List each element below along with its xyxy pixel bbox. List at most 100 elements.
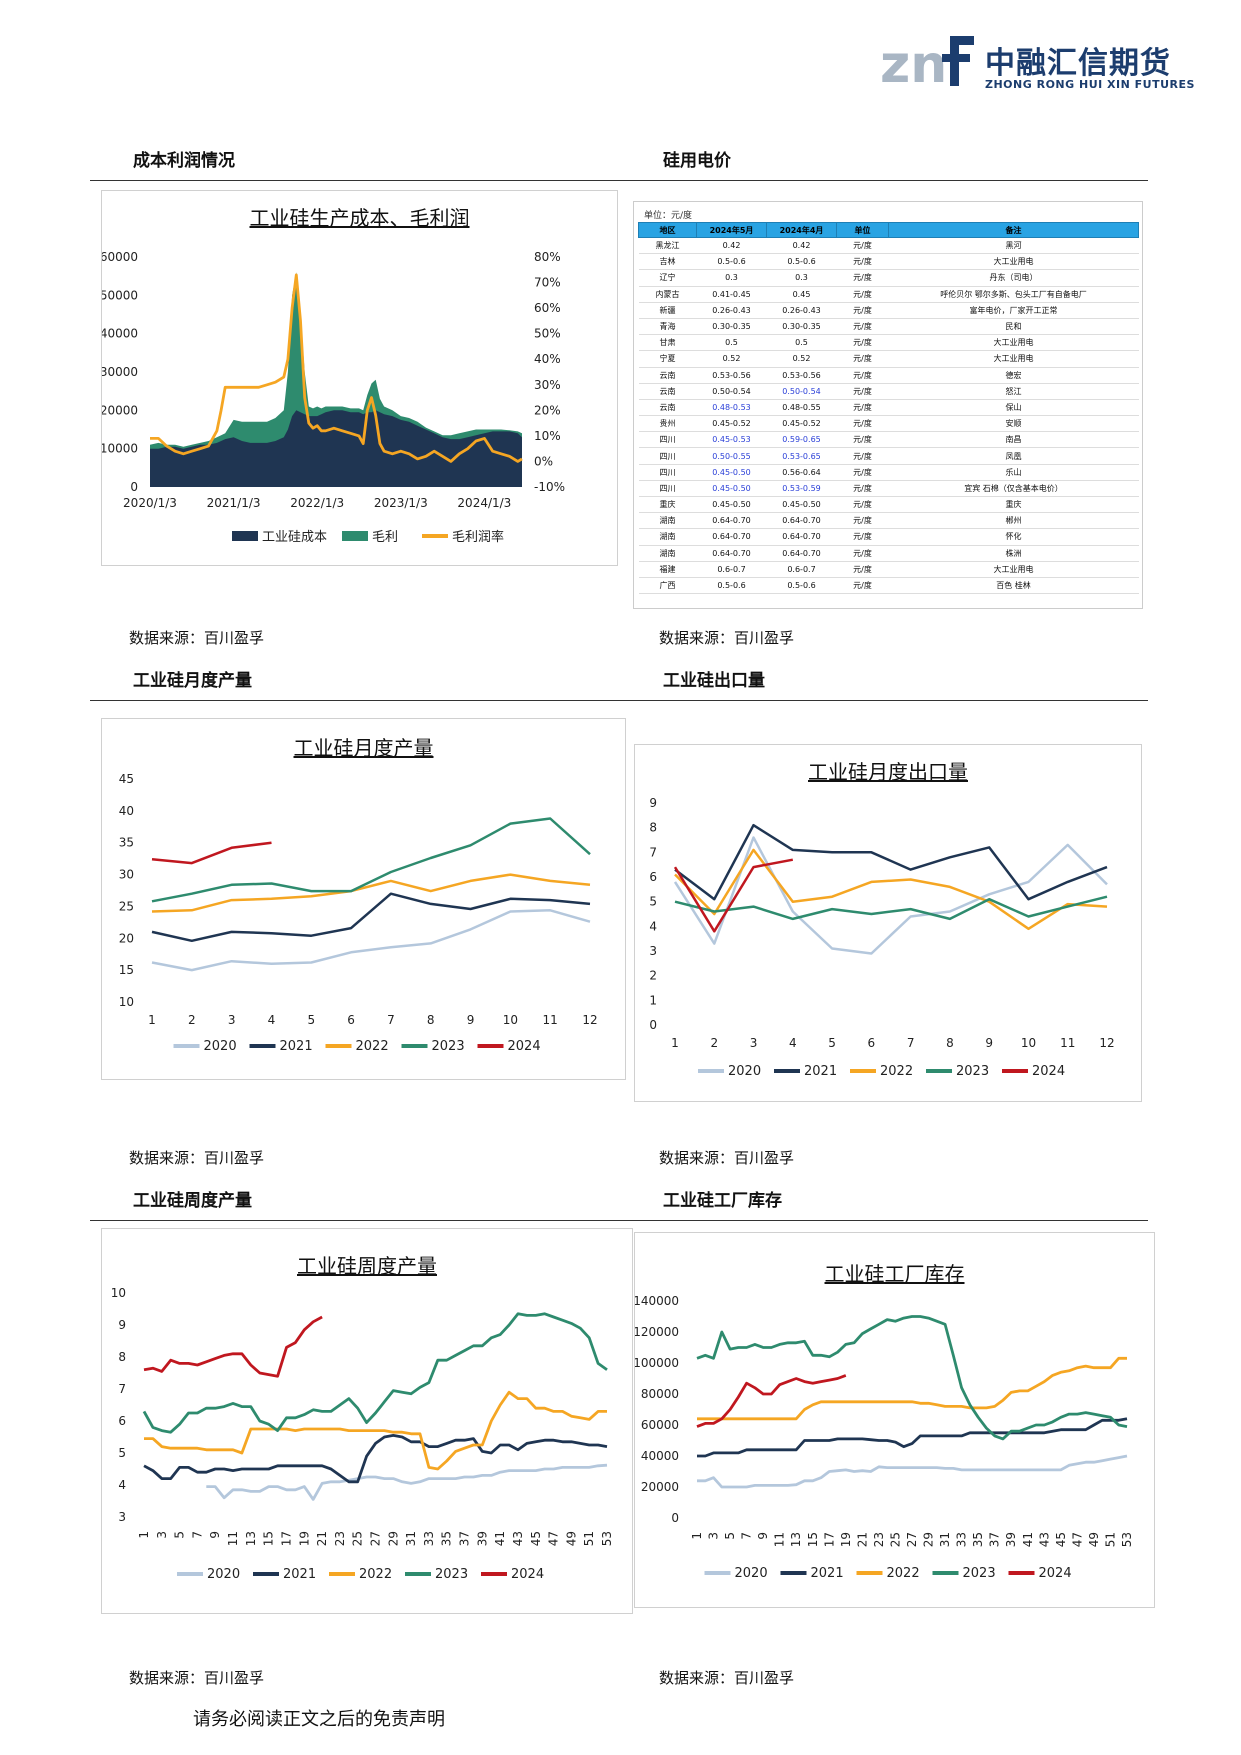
y-tick-label: 10000: [101, 442, 138, 456]
y-tick-label: 10: [111, 1286, 126, 1300]
y-tick-label: 9: [118, 1318, 126, 1332]
cost-area: [150, 410, 522, 487]
section-divider: [90, 1220, 1148, 1221]
series-line-2022: [144, 1390, 607, 1471]
table-cell: 元/度: [836, 545, 889, 562]
y-tick-label: 40: [119, 804, 134, 818]
y-tick-label: 5: [649, 895, 657, 909]
table-cell: 元/度: [836, 383, 889, 400]
section-title-export: 工业硅出口量: [663, 671, 765, 691]
table-cell: 株洲: [888, 545, 1139, 562]
table-cell: 百色 桂林: [888, 577, 1139, 595]
x-tick-label: 2023/1/3: [374, 496, 428, 510]
table-cell: 新疆: [638, 302, 697, 319]
section-divider: [90, 700, 1148, 701]
y-tick-label: 5: [118, 1446, 126, 1460]
series-line-2021: [151, 892, 591, 943]
table-cell: 0.45-0.50: [696, 464, 767, 481]
series-line-2020: [673, 836, 1108, 955]
y-tick-label: 40000: [101, 327, 138, 341]
table-cell: 0.48-0.53: [696, 399, 767, 417]
y-tick-label: 50000: [101, 288, 138, 302]
legend-label: 毛利: [372, 530, 398, 545]
x-tick-label: 31: [938, 1532, 952, 1547]
x-tick-label: 35: [440, 1531, 454, 1546]
series-line-2020: [151, 909, 591, 972]
x-tick-label: 9: [985, 1036, 993, 1050]
table-cell: 四川: [638, 447, 697, 465]
series-line-2023: [151, 817, 591, 903]
table-cell: 元/度: [836, 480, 889, 498]
disclaimer-footer: 请务必阅读正文之后的免责声明: [193, 1709, 445, 1730]
section-title-weekly-output: 工业硅周度产量: [133, 1191, 252, 1211]
legend-label: 2020: [204, 1039, 237, 1054]
table-cell: 大工业用电: [888, 253, 1139, 271]
section-title-inventory: 工业硅工厂库存: [663, 1191, 782, 1211]
table-header-cell: 备注: [888, 222, 1139, 238]
legend-label: 2022: [359, 1567, 392, 1582]
legend-label: 2024: [1039, 1566, 1072, 1581]
x-tick-label: 12: [1099, 1036, 1114, 1050]
x-tick-label: 13: [244, 1531, 258, 1546]
table-cell: 0.30-0.35: [766, 318, 837, 336]
series-line-2021: [143, 1434, 608, 1484]
legend-label: 2022: [880, 1064, 913, 1079]
table-cell: 0.64-0.70: [766, 545, 837, 562]
table-cell: 0.59-0.65: [766, 431, 837, 449]
table-cell: 元/度: [836, 447, 889, 465]
y-tick-label: 40000: [641, 1449, 679, 1463]
x-tick-label: 21: [315, 1531, 329, 1546]
x-tick-label: 9: [467, 1013, 475, 1027]
table-cell: 郴州: [888, 512, 1139, 530]
margin-line: [150, 273, 523, 463]
table-cell: 元/度: [836, 334, 889, 352]
x-tick-label: 5: [828, 1036, 836, 1050]
table-cell: 南昌: [888, 431, 1139, 449]
legend-label: 2023: [432, 1039, 465, 1054]
y-tick-label: 20: [119, 931, 134, 945]
y-tick-label: 7: [649, 845, 657, 859]
legend-label: 2021: [283, 1567, 316, 1582]
x-tick-label: 6: [347, 1013, 355, 1027]
y-tick-label: 7: [118, 1382, 126, 1396]
table-row: 湖南 0.64-0.70 0.64-0.70 元/度 株洲: [638, 545, 1139, 562]
y-tick-label: 3: [118, 1510, 126, 1524]
table-row: 湖南 0.64-0.70 0.64-0.70 元/度 郴州: [638, 512, 1139, 530]
table-row: 云南 0.50-0.54 0.50-0.54 元/度 怒江: [638, 383, 1139, 400]
x-tick-label: 2024/1/3: [457, 496, 511, 510]
table-cell: 0.64-0.70: [696, 512, 767, 530]
table-cell: 0.53-0.65: [766, 447, 837, 465]
x-tick-label: 2021/1/3: [207, 496, 261, 510]
legend-label: 2021: [280, 1039, 313, 1054]
y-tick-label: 9: [649, 796, 657, 810]
y-tick-label: 4: [649, 919, 657, 933]
x-tick-label: 39: [1004, 1532, 1018, 1547]
table-row: 四川 0.45-0.50 0.56-0.64 元/度 乐山: [638, 464, 1139, 481]
chart-title: 工业硅月度出口量: [808, 760, 968, 784]
x-tick-label: 43: [1037, 1532, 1051, 1547]
power-price-table: 单位：元/度 地区 2024年5月 2024年4月 单位 备注 黑龙江 0.42 0.42 元…: [633, 201, 1143, 609]
x-tick-label: 17: [279, 1531, 293, 1546]
legend-label: 2024: [508, 1039, 541, 1054]
table-cell: 0.42: [766, 237, 837, 255]
x-tick-label: 7: [387, 1013, 395, 1027]
table-cell: 0.6-0.7: [696, 561, 767, 578]
table-cell: 安顺: [888, 415, 1139, 433]
y-tick-label: 35: [119, 836, 134, 850]
y2-tick-label: 70%: [534, 276, 561, 290]
x-tick-label: 45: [1054, 1532, 1068, 1547]
y2-tick-label: 80%: [534, 250, 561, 264]
table-cell: 0.45-0.50: [696, 480, 767, 498]
y-tick-label: 0: [130, 480, 138, 494]
table-cell: 0.45-0.52: [766, 415, 837, 433]
table-cell: 呼伦贝尔 鄂尔多斯、包头工厂有自备电厂: [888, 285, 1139, 303]
x-tick-label: 11: [543, 1013, 558, 1027]
x-tick-label: 2: [710, 1036, 718, 1050]
table-cell: 湖南: [638, 545, 697, 562]
table-cell: 0.50-0.55: [696, 447, 767, 465]
x-tick-label: 2: [188, 1013, 196, 1027]
table-row: 辽宁 0.3 0.3 元/度 丹东（司电）: [638, 269, 1139, 287]
x-tick-label: 3: [155, 1531, 169, 1539]
table-cell: 重庆: [638, 495, 697, 514]
